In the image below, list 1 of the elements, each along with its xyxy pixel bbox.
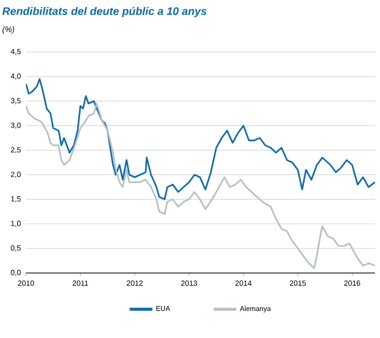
chart-title: Rendibilitats del deute públic a 10 anys: [2, 6, 206, 18]
